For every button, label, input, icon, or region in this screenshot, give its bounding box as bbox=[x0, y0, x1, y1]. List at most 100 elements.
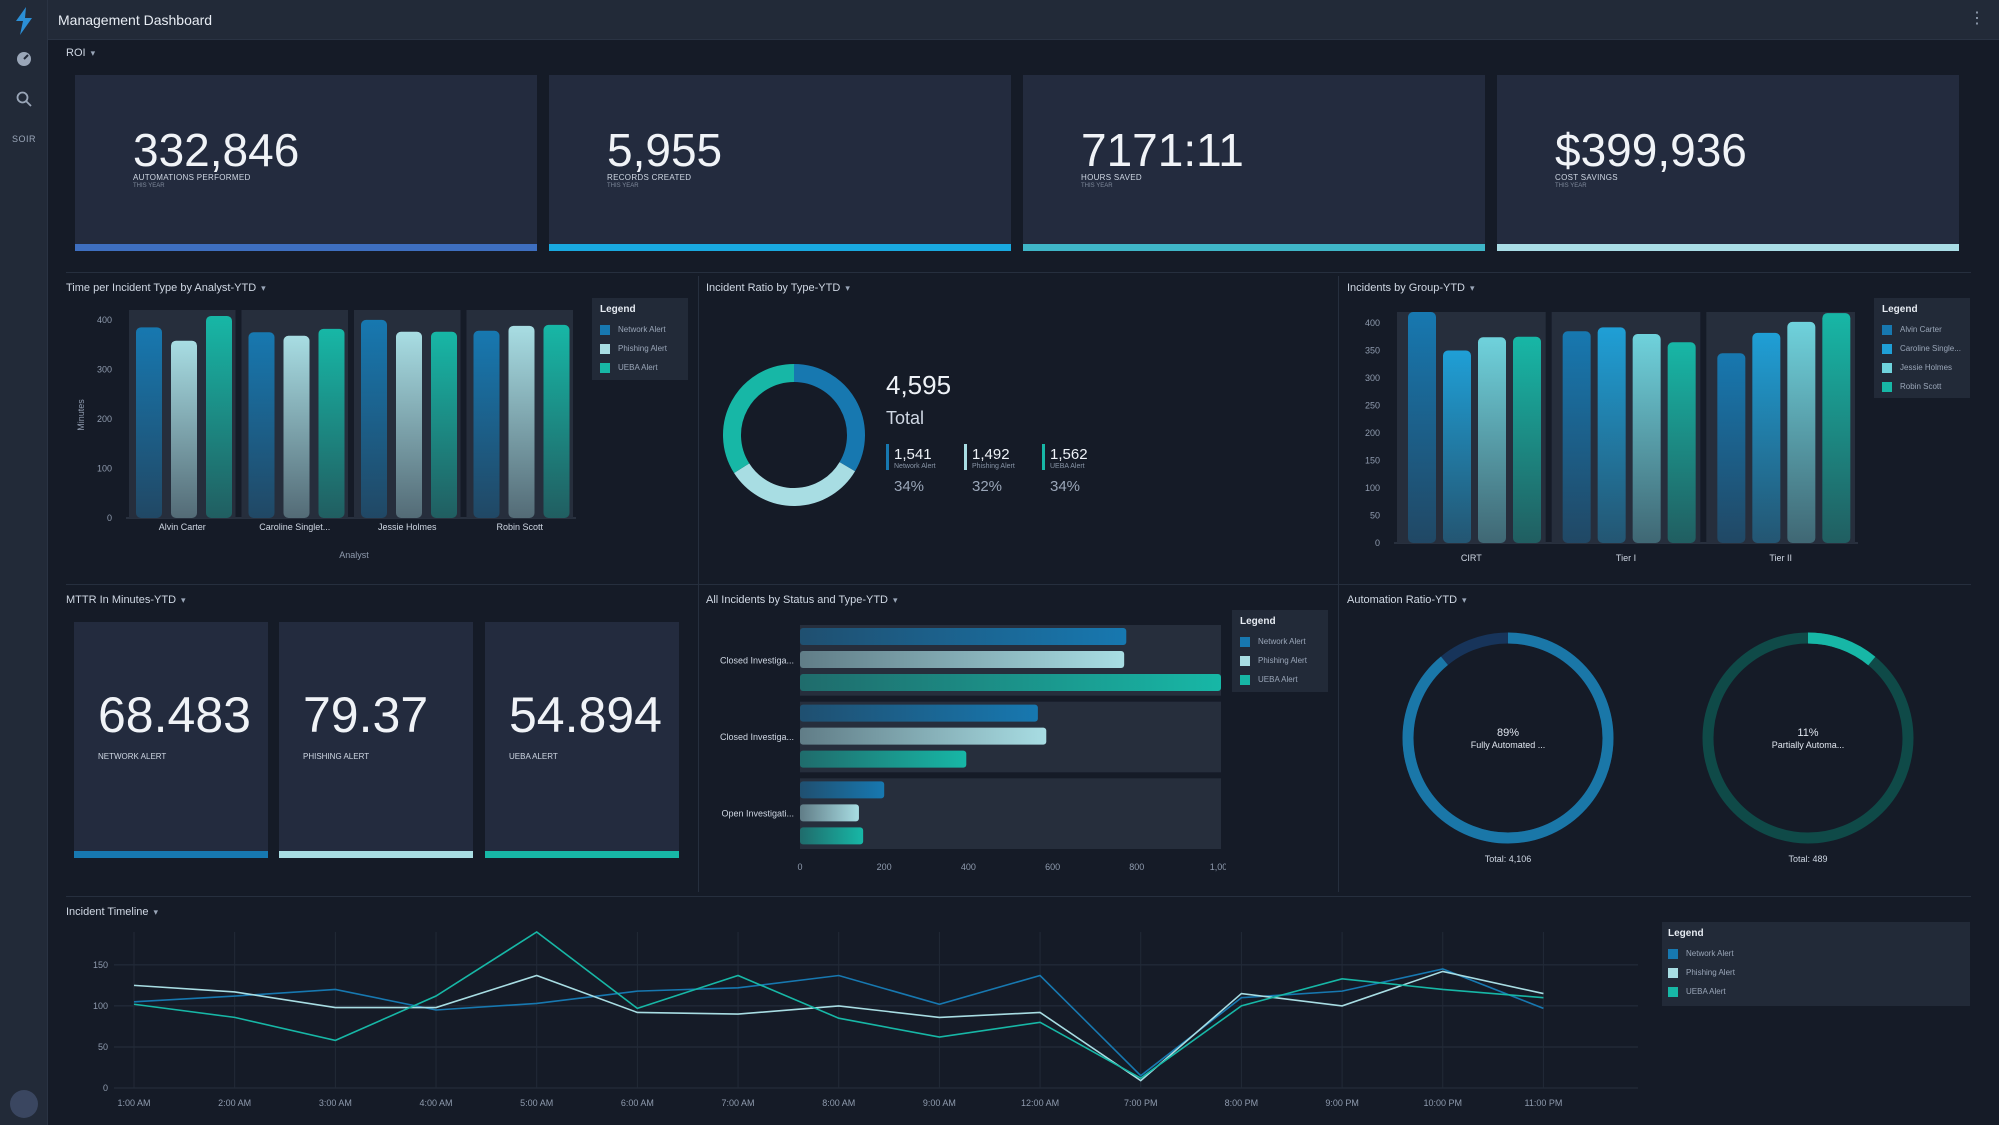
x-tick-label: 12:00 AM bbox=[1021, 1098, 1059, 1108]
legend-item-ueba[interactable]: UEBA Alert bbox=[600, 358, 667, 377]
kpi-sub: THIS YEAR bbox=[133, 183, 165, 189]
legend-item-jessie[interactable]: Jessie Holmes bbox=[1882, 358, 1961, 377]
bar bbox=[800, 628, 1127, 645]
bar bbox=[800, 827, 864, 845]
legend-item-phishing[interactable]: Phishing Alert bbox=[600, 339, 667, 358]
mttr-card-network: 68.483 NETWORK ALERT bbox=[74, 622, 268, 858]
y-tick-label: 150 bbox=[1365, 456, 1380, 466]
widget-title-incident-ratio[interactable]: Incident Ratio by Type-YTD ▾ bbox=[706, 282, 850, 294]
dashboard-icon[interactable] bbox=[14, 50, 34, 70]
donut-item-pct: 32% bbox=[972, 478, 1003, 495]
widget-title-all-incidents[interactable]: All Incidents by Status and Type-YTD ▾ bbox=[706, 594, 898, 606]
legend-item-network[interactable]: Network Alert bbox=[600, 320, 667, 339]
y-tick-label: 50 bbox=[98, 1042, 108, 1052]
y-tick-label: 0 bbox=[103, 1083, 108, 1093]
incidents-by-group-chart: 0 50 100 150 200 250 300 350 400 CIRT Tier I Tier I… bbox=[1365, 312, 1858, 563]
divider bbox=[66, 272, 1971, 273]
bar bbox=[318, 328, 345, 518]
bar bbox=[1597, 327, 1626, 543]
chevron-down-icon: ▾ bbox=[1470, 283, 1475, 293]
divider bbox=[66, 896, 1971, 897]
legend-label: Network Alert bbox=[1686, 949, 1734, 958]
legend-item-ueba[interactable]: UEBA Alert bbox=[1240, 670, 1307, 689]
legend-types-2: Legend Network Alert Phishing Alert UEBA… bbox=[1232, 610, 1328, 692]
soir-nav-label[interactable]: SOIR bbox=[11, 134, 36, 144]
bar bbox=[396, 331, 422, 518]
donut-item-marker bbox=[886, 444, 889, 470]
x-tick-label: 7:00 PM bbox=[1124, 1098, 1158, 1108]
legend-swatch bbox=[600, 324, 610, 335]
automation-ring-fully: 89%Fully Automated ... Total: 4,106 bbox=[1402, 632, 1614, 864]
legend-item-phishing[interactable]: Phishing Alert bbox=[1240, 651, 1307, 670]
widget-title-automation-ratio[interactable]: Automation Ratio-YTD ▾ bbox=[1347, 594, 1467, 606]
y-tick-label: 100 bbox=[97, 463, 112, 473]
widget-title-incidents-by-group[interactable]: Incidents by Group-YTD ▾ bbox=[1347, 282, 1475, 294]
donut-total-label: Total bbox=[886, 408, 925, 428]
legend-swatch bbox=[1668, 986, 1678, 997]
bar bbox=[543, 324, 570, 518]
legend-title: Legend bbox=[1240, 616, 1276, 627]
legend-label: Jessie Holmes bbox=[1900, 363, 1953, 372]
more-menu-icon[interactable]: ⋮ bbox=[1969, 10, 1985, 27]
y-tick-label: 0 bbox=[1375, 538, 1380, 548]
bar bbox=[431, 331, 457, 518]
x-tick-label: 1,000 bbox=[1210, 862, 1226, 872]
incident-ratio-donut bbox=[723, 364, 865, 506]
bar bbox=[1562, 331, 1591, 543]
bar bbox=[1787, 321, 1816, 543]
legend-title: Legend bbox=[600, 304, 636, 315]
y-tick-label: 300 bbox=[97, 364, 112, 374]
donut-item-value: 1,562 bbox=[1050, 446, 1088, 463]
user-avatar[interactable] bbox=[10, 1090, 38, 1118]
bar bbox=[1513, 336, 1541, 543]
widget-title-mttr[interactable]: MTTR In Minutes-YTD ▾ bbox=[66, 594, 186, 606]
kpi-bar bbox=[75, 244, 537, 251]
donut-slice bbox=[723, 364, 795, 474]
legend-item-phishing[interactable]: Phishing Alert bbox=[1668, 963, 1735, 982]
mttr-value: 68.483 bbox=[98, 687, 251, 743]
legend-item-alvin[interactable]: Alvin Carter bbox=[1882, 320, 1961, 339]
search-icon[interactable] bbox=[14, 90, 34, 110]
legend-swatch bbox=[1668, 967, 1678, 978]
widget-title-label: Incidents by Group-YTD bbox=[1347, 282, 1465, 294]
legend-item-network[interactable]: Network Alert bbox=[1240, 632, 1307, 651]
widget-title-timeline[interactable]: Incident Timeline ▾ bbox=[66, 906, 158, 918]
legend-item-robin[interactable]: Robin Scott bbox=[1882, 377, 1961, 396]
widget-title-label: Automation Ratio-YTD bbox=[1347, 594, 1458, 606]
mttr-label: NETWORK ALERT bbox=[98, 752, 167, 761]
chevron-down-icon: ▾ bbox=[261, 283, 266, 293]
logo-icon[interactable] bbox=[11, 6, 37, 36]
x-tick-label: CIRT bbox=[1461, 553, 1482, 563]
legend-item-network[interactable]: Network Alert bbox=[1668, 944, 1735, 963]
kpi-label: AUTOMATIONS PERFORMED bbox=[133, 173, 251, 182]
donut-item-marker bbox=[964, 444, 967, 470]
donut-item-value: 1,541 bbox=[894, 446, 932, 463]
legend-item-caroline[interactable]: Caroline Single... bbox=[1882, 339, 1961, 358]
ring-total: Total: 489 bbox=[1788, 854, 1827, 864]
x-tick-label: Jessie Holmes bbox=[378, 522, 437, 532]
kpi-value: 7171:11 bbox=[1081, 124, 1244, 176]
roi-dropdown[interactable]: ROI ▾ bbox=[66, 47, 95, 59]
kpi-bar bbox=[1497, 244, 1959, 251]
bar bbox=[1443, 350, 1471, 543]
kpi-value: 5,955 bbox=[607, 124, 723, 176]
widget-title-time-per-incident[interactable]: Time per Incident Type by Analyst-YTD ▾ bbox=[66, 282, 266, 294]
y-tick-label: 200 bbox=[1365, 428, 1380, 438]
ring-total: Total: 4,106 bbox=[1485, 854, 1532, 864]
mttr-label: PHISHING ALERT bbox=[303, 752, 370, 761]
legend-types-1: Legend Network Alert Phishing Alert UEBA… bbox=[592, 298, 688, 380]
kpi-label: HOURS SAVED bbox=[1081, 173, 1142, 182]
x-tick-label: 600 bbox=[1045, 862, 1060, 872]
bar bbox=[171, 340, 197, 518]
widget-title-label: Time per Incident Type by Analyst-YTD bbox=[66, 282, 257, 294]
kpi-card-automations: 332,846 AUTOMATIONS PERFORMED THIS YEAR bbox=[75, 75, 537, 251]
kpi-value: $399,936 bbox=[1555, 124, 1747, 176]
widget-title-label: Incident Timeline bbox=[66, 906, 149, 918]
x-tick-label: 400 bbox=[961, 862, 976, 872]
donut-slice bbox=[793, 364, 865, 472]
x-tick-label: 6:00 AM bbox=[621, 1098, 654, 1108]
legend-item-ueba[interactable]: UEBA Alert bbox=[1668, 982, 1735, 1001]
chevron-down-icon: ▾ bbox=[893, 595, 898, 605]
legend-label: UEBA Alert bbox=[1686, 987, 1726, 996]
y-tick-label: 300 bbox=[1365, 373, 1380, 383]
